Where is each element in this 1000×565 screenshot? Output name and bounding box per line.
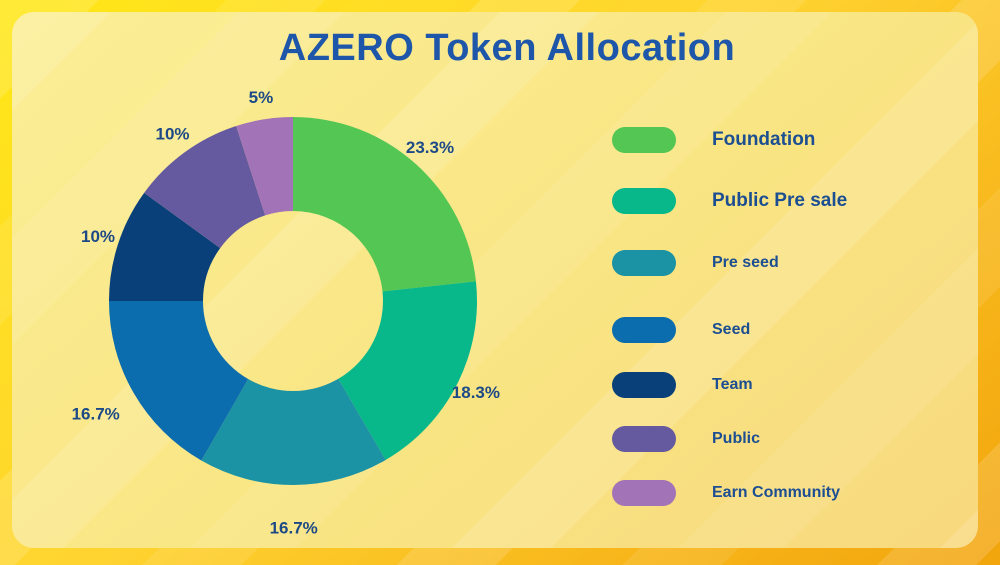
legend-item-foundation: Foundation [612,127,815,153]
legend-swatch-public-pre-sale [612,188,676,214]
legend-swatch-team [612,372,676,398]
slice-value-label-team: 10% [81,227,115,246]
slice-value-label-foundation: 23.3% [406,138,454,157]
donut-slice-foundation [293,117,476,292]
legend-swatch-seed [612,317,676,343]
donut-slice-public-pre-sale [338,281,477,460]
donut-slice-seed [109,301,249,461]
slice-value-label-pre-seed: 16.7% [270,518,318,537]
donut-chart: 23.3% 18.3% 16.7% 16.7% 10% 10% 5% [72,88,500,538]
donut-slice-pre-seed [201,378,386,486]
legend-item-pre-seed: Pre seed [612,250,779,276]
legend-item-public: Public [612,426,760,452]
legend-swatch-public [612,426,676,452]
legend-label-public-pre-sale: Public Pre sale [712,190,848,211]
legend-label-foundation: Foundation [712,129,816,150]
donut-slice-team [109,192,221,301]
legend-label-seed: Seed [712,321,751,338]
slice-value-label-public-pre-sale: 18.3% [452,383,500,402]
legend-item-seed: Seed [612,317,750,343]
legend-label-public: Public [712,430,761,447]
slice-value-label-seed: 16.7% [72,405,120,424]
legend-item-earn-community: Earn Community [612,480,840,506]
legend-item-team: Team [612,372,753,398]
legend-label-team: Team [712,376,753,393]
legend: Foundation Public Pre sale Pre seed Seed Tea… [612,127,952,519]
legend-label-pre-seed: Pre seed [712,254,779,271]
slice-value-label-public: 10% [155,125,189,144]
slice-value-label-earn-community: 5% [249,88,274,107]
donut-slice-earn-community [236,117,293,216]
legend-label-earn-community: Earn Community [712,484,841,501]
legend-swatch-foundation [612,127,676,153]
legend-item-public-pre-sale: Public Pre sale [612,188,847,214]
legend-swatch-pre-seed [612,250,676,276]
content-card: AZERO Token Allocation 23.3% 18.3% 16.7% 16… [12,12,978,548]
donut-slice-public [144,126,266,249]
page-title: AZERO Token Allocation [278,27,736,69]
legend-swatch-earn-community [612,480,676,506]
